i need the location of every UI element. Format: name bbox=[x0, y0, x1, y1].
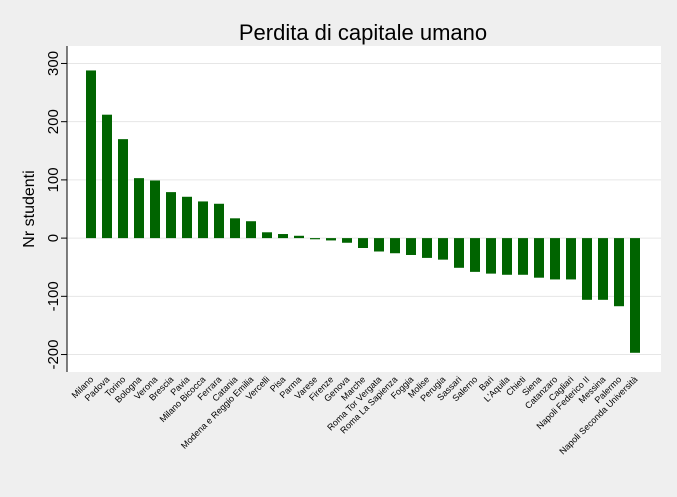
y-tick-label-2: 0 bbox=[45, 234, 62, 242]
bar-13 bbox=[294, 235, 304, 239]
bar-0 bbox=[86, 70, 96, 239]
y-tick-label-5: 300 bbox=[45, 51, 62, 76]
bar-7 bbox=[198, 201, 208, 239]
bar-14 bbox=[310, 238, 320, 240]
bar-19 bbox=[390, 238, 400, 254]
bar-16 bbox=[342, 238, 352, 243]
bar-18 bbox=[374, 238, 384, 252]
bar-11 bbox=[262, 232, 272, 239]
bar-24 bbox=[470, 238, 480, 272]
bar-25 bbox=[486, 238, 496, 274]
bar-22 bbox=[438, 238, 448, 260]
bar-23 bbox=[454, 238, 464, 268]
x-tick-labels: MilanoPadovaTorinoBolognaVeronaBresciaPa… bbox=[70, 374, 640, 456]
y-tick-label-4: 200 bbox=[45, 109, 62, 134]
bar-17 bbox=[358, 238, 368, 249]
bar-8 bbox=[214, 203, 224, 239]
bar-28 bbox=[534, 238, 544, 278]
bar-6 bbox=[182, 196, 192, 239]
bar-21 bbox=[422, 238, 432, 258]
bar-32 bbox=[598, 238, 608, 300]
y-ticks: -200 -100 0 100 200 300 bbox=[45, 51, 67, 370]
bar-34 bbox=[630, 238, 640, 353]
bar-9 bbox=[230, 218, 240, 239]
bar-31 bbox=[582, 238, 592, 300]
y-tick-label-0: -200 bbox=[45, 340, 62, 370]
bar-30 bbox=[566, 238, 576, 280]
bar-2 bbox=[118, 139, 128, 239]
bar-26 bbox=[502, 238, 512, 275]
bar-1 bbox=[102, 114, 112, 239]
bar-33 bbox=[614, 238, 624, 307]
bars-group bbox=[86, 70, 640, 353]
bar-27 bbox=[518, 238, 528, 275]
bar-10 bbox=[246, 221, 256, 239]
bar-29 bbox=[550, 238, 560, 280]
bar-3 bbox=[134, 178, 144, 239]
y-axis-label: Nr studenti bbox=[21, 170, 38, 247]
bar-12 bbox=[278, 234, 288, 239]
bar-5 bbox=[166, 192, 176, 239]
y-tick-label-1: -100 bbox=[45, 281, 62, 311]
chart-title: Perdita di capitale umano bbox=[239, 20, 487, 45]
y-tick-label-3: 100 bbox=[45, 167, 62, 192]
bar-4 bbox=[150, 180, 160, 239]
bar-20 bbox=[406, 238, 416, 255]
bar-15 bbox=[326, 238, 336, 241]
